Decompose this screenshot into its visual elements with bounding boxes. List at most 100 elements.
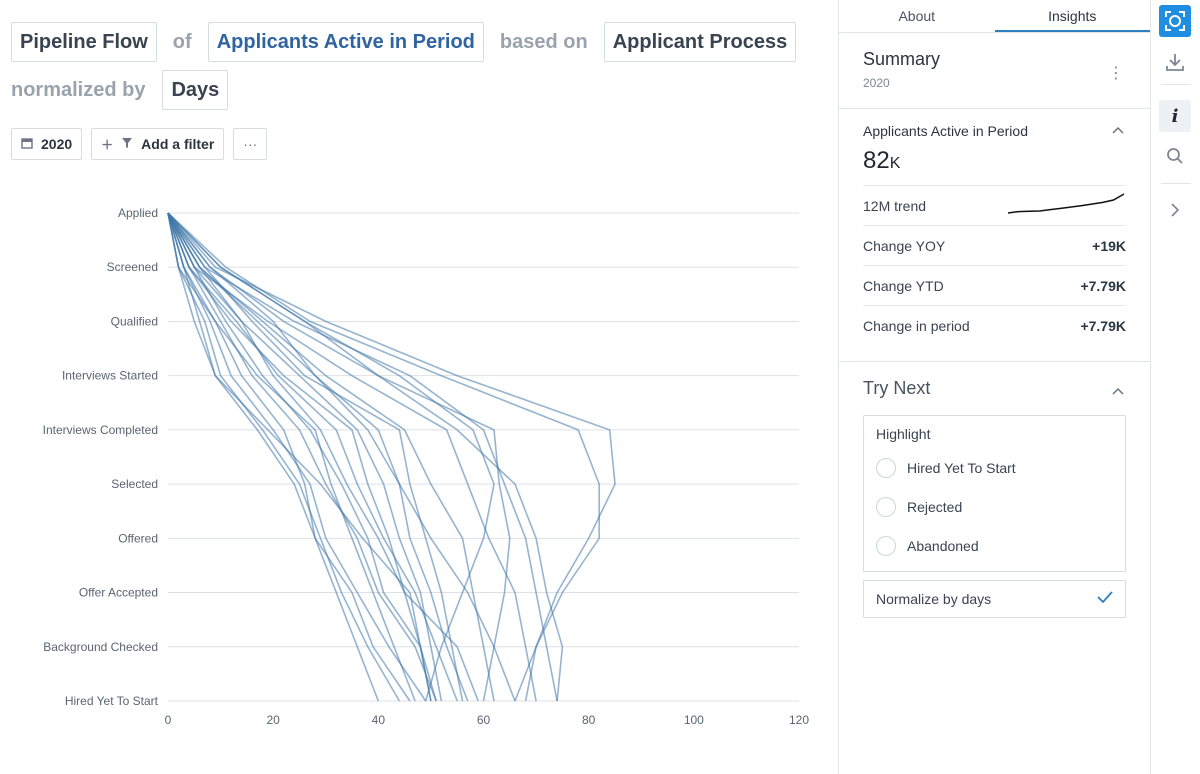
radio-icon[interactable]	[876, 457, 896, 478]
try-next-section: Try Next Highlight Hired Yet To Start Re…	[839, 362, 1150, 634]
check-icon	[1097, 590, 1113, 608]
stage-label: Applied	[118, 206, 158, 220]
stage-label: Background Checked	[43, 640, 158, 654]
flow-line[interactable]	[167, 212, 616, 702]
chevron-right-icon[interactable]	[1159, 194, 1191, 226]
x-tick-label: 100	[684, 713, 704, 727]
flow-line[interactable]	[167, 212, 601, 702]
flow-line[interactable]	[167, 212, 458, 702]
highlight-title: Highlight	[876, 426, 931, 442]
x-tick-label: 80	[582, 713, 596, 727]
highlight-option-label: Abandoned	[907, 537, 979, 554]
flow-line[interactable]	[167, 212, 437, 702]
stage-label: Selected	[111, 477, 158, 491]
radio-icon[interactable]	[876, 496, 896, 517]
main-area: Pipeline Flow of Applicants Active in Pe…	[0, 22, 838, 740]
query-row-2: normalized by Days	[11, 70, 229, 110]
add-filter-button[interactable]: ＋ Add a filter	[91, 128, 225, 160]
info-icon[interactable]: i	[1159, 100, 1191, 132]
flow-line[interactable]	[167, 212, 437, 702]
stage-label: Offer Accepted	[79, 586, 158, 600]
normalized-by-connector: normalized by	[11, 78, 146, 101]
trend-label: 12M trend	[863, 197, 927, 214]
download-icon[interactable]	[1159, 46, 1191, 78]
pipeline-flow-chart: Applied Screened Qualified Interviews Start…	[0, 195, 838, 740]
filter-bar: 2020 ＋ Add a filter ···	[11, 128, 268, 160]
x-tick-label: 60	[477, 713, 491, 727]
stage-label: Hired Yet To Start	[65, 694, 159, 708]
flow-line[interactable]	[167, 212, 558, 702]
highlight-option-label: Hired Yet To Start	[907, 459, 1016, 476]
flow-line[interactable]	[167, 212, 495, 702]
stat-row: Change in period +7.79K	[863, 305, 1126, 345]
summary-title: Summary	[863, 49, 941, 69]
stat-value: +7.79K	[1080, 277, 1126, 294]
more-icon: ···	[243, 136, 258, 152]
of-connector: of	[172, 30, 192, 53]
trend-row: 12M trend	[863, 185, 1126, 225]
metric-name: Applicants Active in Period	[863, 123, 1028, 139]
year-filter-button[interactable]: 2020	[11, 128, 83, 160]
metric-card: Applicants Active in Period 82K 12M tren…	[839, 109, 1150, 362]
more-options-button[interactable]: ···	[233, 128, 268, 160]
filter-icon	[121, 137, 133, 152]
process-chip[interactable]: Applicant Process	[603, 22, 797, 62]
pipeline-flow-svg: Applied Screened Qualified Interviews Start…	[43, 206, 810, 727]
highlight-option-label: Rejected	[907, 498, 963, 515]
flow-line[interactable]	[167, 212, 432, 702]
stat-label: Change YTD	[863, 277, 944, 294]
tab-about[interactable]: About	[898, 8, 936, 24]
highlight-option[interactable]: Abandoned	[876, 526, 1113, 565]
rail-divider	[1161, 84, 1191, 85]
capture-icon[interactable]	[1159, 5, 1191, 37]
stage-label: Screened	[107, 260, 158, 274]
sparkline-line	[1007, 193, 1125, 214]
flow-line[interactable]	[167, 212, 511, 702]
summary-year: 2020	[863, 76, 890, 90]
rail-divider	[1161, 183, 1191, 184]
flow-line[interactable]	[167, 212, 537, 702]
x-tick-label: 40	[372, 713, 386, 727]
stat-row: Change YTD +7.79K	[863, 265, 1126, 305]
metric-chip[interactable]: Applicants Active in Period	[207, 22, 484, 62]
chevron-up-icon[interactable]	[1112, 384, 1124, 398]
tool-rail: i	[1150, 0, 1200, 774]
x-tick-label: 0	[165, 713, 172, 727]
summary-header: Summary 2020 ⋮	[839, 33, 1150, 109]
normalize-option[interactable]: Normalize by days	[863, 580, 1126, 618]
metric-value-unit: K	[889, 155, 901, 172]
chevron-up-icon[interactable]	[1112, 123, 1124, 137]
flow-line[interactable]	[167, 212, 479, 702]
metric-value: 82K	[863, 147, 1126, 175]
x-tick-label: 20	[266, 713, 280, 727]
flow-line[interactable]	[167, 212, 495, 702]
flow-line[interactable]	[167, 212, 380, 702]
insights-panel: About Insights Summary 2020 ⋮ Applicants…	[838, 0, 1150, 774]
x-tick-label: 120	[789, 713, 809, 727]
highlight-box: Highlight Hired Yet To Start Rejected Ab…	[863, 415, 1126, 572]
query-row-1: Pipeline Flow of Applicants Active in Pe…	[11, 22, 797, 62]
search-icon[interactable]	[1159, 140, 1191, 172]
flow-line[interactable]	[167, 212, 516, 702]
stage-label: Interviews Completed	[43, 423, 158, 437]
highlight-option[interactable]: Hired Yet To Start	[876, 448, 1113, 487]
flow-line[interactable]	[167, 212, 469, 702]
sparkline-svg	[1007, 193, 1125, 214]
stage-label: Offered	[118, 531, 158, 545]
pipeline-chart-area: Applied Screened Qualified Interviews Start…	[0, 195, 838, 740]
calendar-icon	[21, 137, 33, 152]
flow-line[interactable]	[167, 212, 416, 702]
stat-label: Change YOY	[863, 237, 946, 254]
analysis-type-chip[interactable]: Pipeline Flow	[11, 22, 157, 62]
highlight-option[interactable]: Rejected	[876, 487, 1113, 526]
kebab-menu-icon[interactable]: ⋮	[1108, 65, 1124, 82]
normalize-chip[interactable]: Days	[162, 70, 229, 110]
flow-line[interactable]	[167, 212, 443, 702]
based-on-connector: based on	[499, 30, 588, 53]
tab-insights[interactable]: Insights	[994, 0, 1150, 32]
flow-line[interactable]	[167, 212, 401, 702]
radio-icon[interactable]	[876, 535, 896, 556]
flow-line[interactable]	[167, 212, 432, 702]
try-next-title: Try Next	[863, 378, 931, 398]
trend-sparkline	[1006, 191, 1126, 220]
